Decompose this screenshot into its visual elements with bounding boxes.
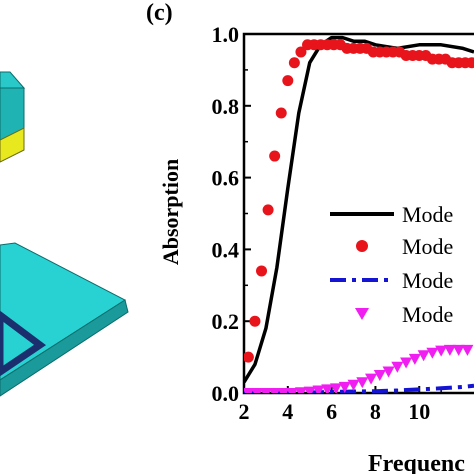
series-triangle-point <box>338 381 351 393</box>
series-dash-dot-line <box>244 383 474 393</box>
series-triangle-point <box>426 347 439 359</box>
series-triangle-point <box>303 386 316 393</box>
series-triangle-point <box>259 388 272 393</box>
series-triangle-point <box>400 357 413 369</box>
series-circle-point <box>249 315 261 327</box>
y-tick-label: 0.6 <box>212 166 240 191</box>
series-circle-point <box>288 57 300 69</box>
legend-label: Mode <box>402 302 453 327</box>
legend-swatch-circle <box>356 240 368 252</box>
x-tick-label: 4 <box>282 399 293 424</box>
series-triangle-point <box>417 350 430 362</box>
series-triangle-point <box>312 385 325 393</box>
panel-label: (c) <box>146 0 173 26</box>
series-triangle-point <box>382 366 395 378</box>
series-triangle-point <box>330 383 342 393</box>
series-triangle-point <box>356 377 369 389</box>
series-triangle-point <box>251 388 264 393</box>
y-tick-label: 0.2 <box>212 309 240 334</box>
series-triangle-point <box>408 353 421 365</box>
y-tick-label: 0.4 <box>212 237 240 262</box>
series-triangle-point <box>294 387 307 393</box>
resonator-ring <box>0 310 47 377</box>
x-tick-label: 2 <box>239 399 250 424</box>
series-circle-point <box>295 46 307 58</box>
y-tick-label: 0.0 <box>212 381 240 406</box>
series-group <box>244 35 474 393</box>
legend-label: Mode <box>402 268 453 293</box>
legend: Mode Mode Mode Mode <box>330 202 453 327</box>
series-triangle-point <box>435 345 448 357</box>
series-circle-point <box>244 351 254 363</box>
series-circle-point <box>256 265 268 277</box>
series-triangle-point <box>286 388 299 393</box>
cube-top-face <box>0 71 26 89</box>
plot-area: 2 4 6 8 10 0.0 0.2 0.4 0.6 0.8 1.0 <box>212 22 474 424</box>
legend-swatch-triangle <box>355 308 369 320</box>
x-tick-label: 8 <box>370 399 381 424</box>
series-triangle-point <box>373 370 386 382</box>
series-triangle-point <box>391 361 404 373</box>
legend-label: Mode <box>402 202 453 227</box>
y-tick-label: 0.8 <box>212 94 240 119</box>
series-triangle-point <box>268 388 281 393</box>
series-triangle-point <box>347 379 360 391</box>
series-triangle-point <box>452 344 465 356</box>
series-circle-point <box>269 150 281 162</box>
series-circle-point <box>275 107 287 119</box>
x-tick-label: 10 <box>408 399 430 424</box>
series-triangle-point <box>365 373 378 385</box>
cube-bottom-layer <box>0 127 25 163</box>
series-triangle-point <box>244 388 255 393</box>
series-circle-point <box>466 57 474 69</box>
y-axis-label: Absorption <box>158 159 183 265</box>
series-triangle-point <box>443 344 456 356</box>
series-solid-line <box>244 35 474 384</box>
series-circle-point <box>262 204 274 216</box>
slab-edge <box>0 299 129 397</box>
series-triangle-point <box>321 384 334 393</box>
device-illustration <box>0 71 129 397</box>
y-tick-label: 1.0 <box>212 22 240 47</box>
series-circle-point <box>282 75 294 87</box>
series-triangle-point <box>277 388 290 393</box>
legend-label: Mode <box>402 234 453 259</box>
series-triangle-point <box>461 344 474 356</box>
x-tick-label: 6 <box>326 399 337 424</box>
x-axis-label: Frequenc <box>368 451 465 474</box>
